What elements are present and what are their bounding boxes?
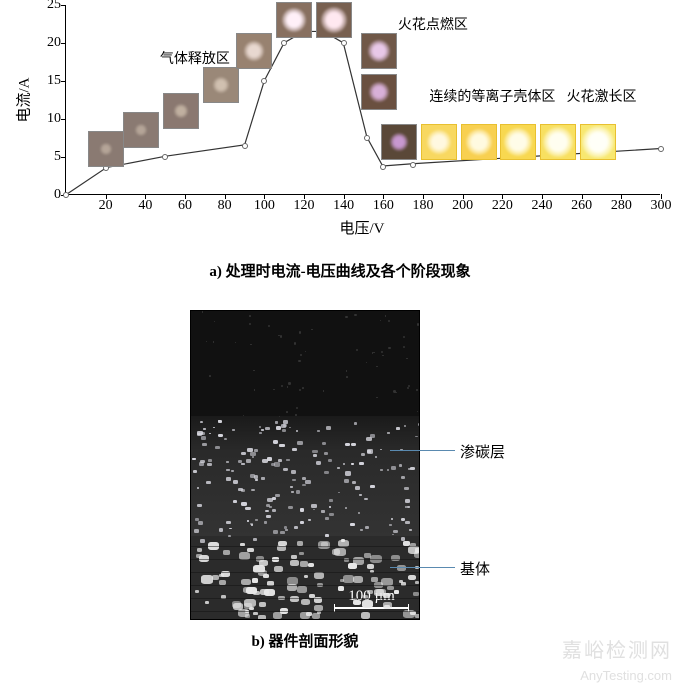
xtick: 260 xyxy=(571,198,592,214)
x-axis-label: 电压/V xyxy=(339,217,384,238)
iv-curve-chart: 电流/A 电压/V 051015202520406080100120140160… xyxy=(15,5,665,230)
stage-thumbnail xyxy=(236,33,272,69)
stage-thumbnail xyxy=(203,67,239,103)
xtick: 40 xyxy=(138,198,152,214)
data-point xyxy=(410,162,416,168)
stage-thumbnail xyxy=(361,74,397,110)
region-label: 连续的等离子壳体区 xyxy=(429,86,555,106)
stage-thumbnail xyxy=(500,124,536,160)
plot-area: 0510152025204060801001201401601802002202… xyxy=(65,5,660,195)
stage-thumbnail xyxy=(163,93,199,129)
stage-thumbnail xyxy=(421,124,457,160)
xtick: 200 xyxy=(452,198,473,214)
xtick: 280 xyxy=(611,198,632,214)
data-point xyxy=(261,78,267,84)
y-axis-label: 电流/A xyxy=(13,77,34,122)
stage-thumbnail xyxy=(123,112,159,148)
stage-thumbnail xyxy=(316,2,352,38)
xtick: 220 xyxy=(492,198,513,214)
micro-region-top xyxy=(191,311,419,416)
data-point xyxy=(658,146,664,152)
ytick: 5 xyxy=(36,149,61,165)
stage-thumbnail xyxy=(540,124,576,160)
xtick: 100 xyxy=(254,198,275,214)
stage-thumbnail xyxy=(276,2,312,38)
region-label: 火花激长区 xyxy=(567,86,637,106)
data-point xyxy=(242,143,248,149)
data-point xyxy=(281,40,287,46)
region-label: 火花点燃区 xyxy=(398,14,468,34)
watermark-en: AnyTesting.com xyxy=(580,668,672,683)
data-point xyxy=(341,40,347,46)
xtick: 180 xyxy=(413,198,434,214)
stage-thumbnail xyxy=(361,33,397,69)
ytick: 15 xyxy=(36,73,61,89)
xtick: 120 xyxy=(294,198,315,214)
micro-region-carburized xyxy=(191,416,419,536)
xtick: 80 xyxy=(218,198,232,214)
micrograph-image: 100 µm xyxy=(190,310,420,620)
caption-a: a) 处理时电流-电压曲线及各个阶段现象 xyxy=(209,260,470,281)
xtick: 140 xyxy=(333,198,354,214)
stage-thumbnail xyxy=(580,124,616,160)
data-point xyxy=(162,154,168,160)
data-point xyxy=(63,192,69,198)
data-point xyxy=(364,135,370,141)
xtick: 20 xyxy=(99,198,113,214)
stage-thumbnail xyxy=(381,124,417,160)
xtick: 240 xyxy=(532,198,553,214)
xtick: 60 xyxy=(178,198,192,214)
ytick: 25 xyxy=(36,0,61,13)
data-point xyxy=(380,164,386,170)
xtick: 300 xyxy=(651,198,672,214)
stage-thumbnail xyxy=(461,124,497,160)
callout-label: 渗碳层 xyxy=(460,441,505,462)
ytick: 10 xyxy=(36,111,61,127)
stage-thumbnail xyxy=(88,131,124,167)
xtick: 160 xyxy=(373,198,394,214)
caption-b: b) 器件剖面形貌 xyxy=(251,630,358,651)
callout-label: 基体 xyxy=(460,558,490,579)
micrograph-panel: 100 µm 渗碳层基体 xyxy=(190,310,420,620)
ytick: 0 xyxy=(36,187,61,203)
watermark-cn: 嘉峪检测网 xyxy=(562,634,672,663)
region-label: 气体释放区 xyxy=(160,48,230,68)
ytick: 20 xyxy=(36,35,61,51)
